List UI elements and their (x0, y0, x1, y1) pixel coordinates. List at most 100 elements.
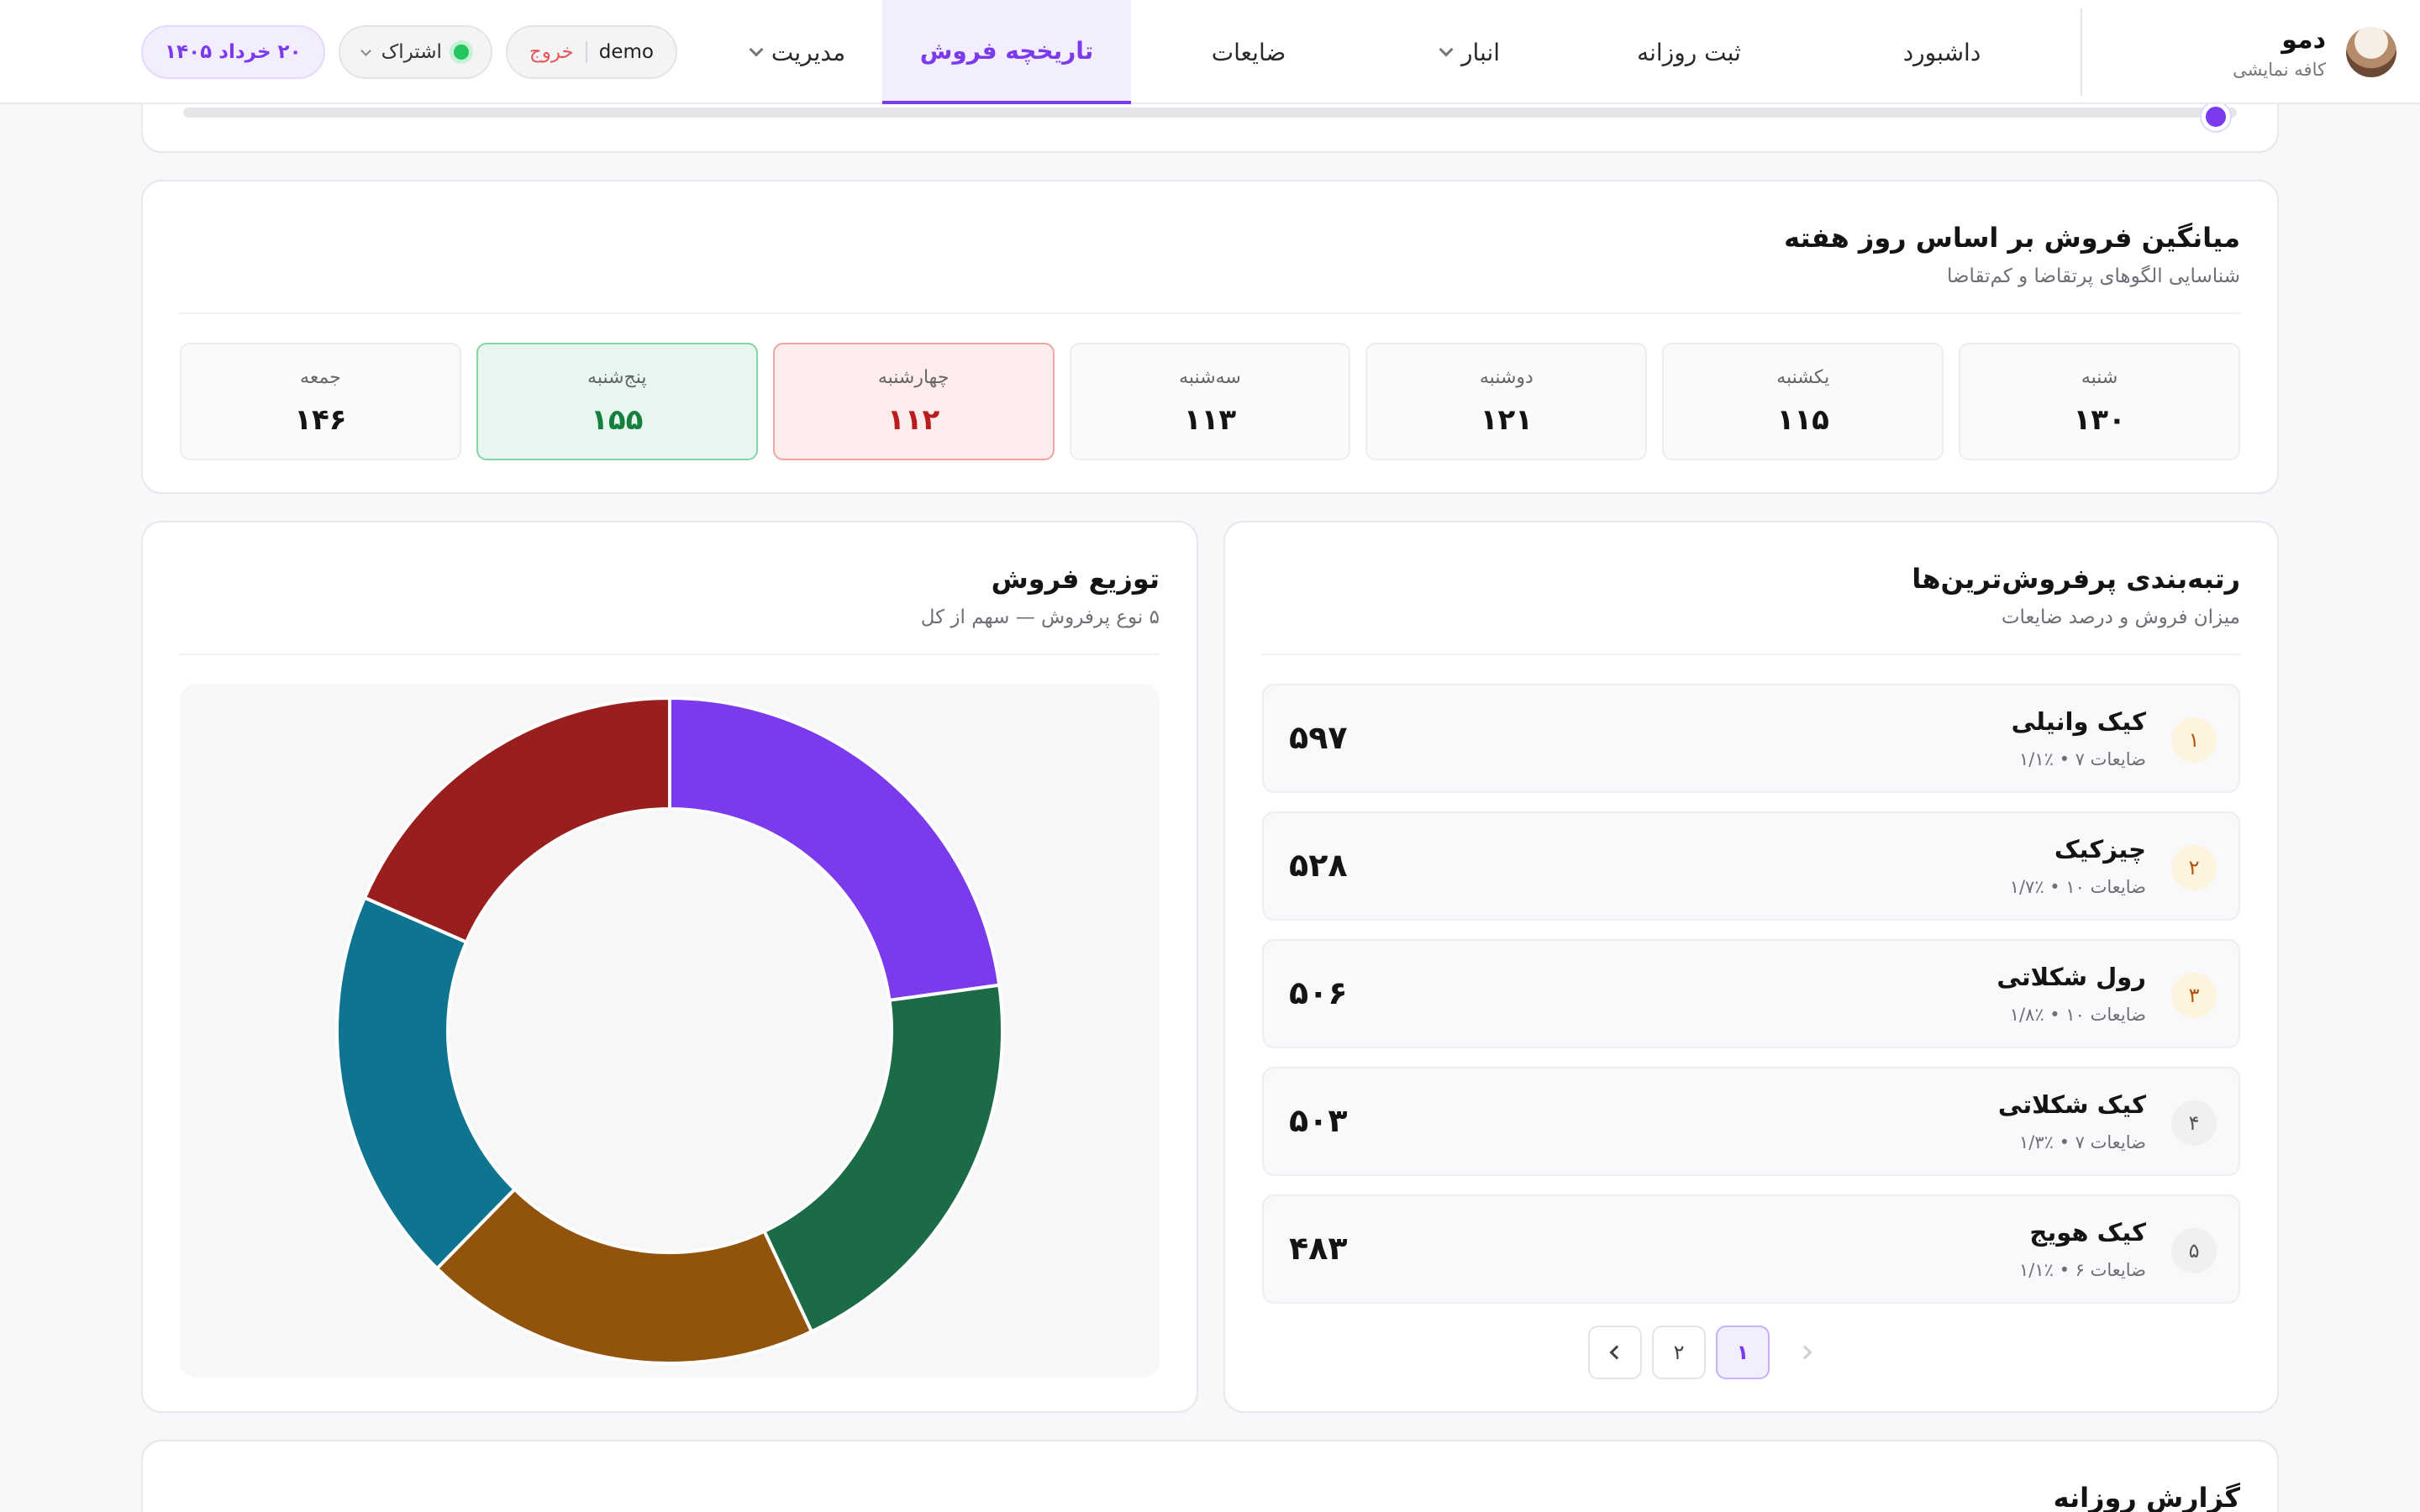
rank-badge: ۱ (2171, 717, 2217, 763)
cafe-logo-avatar (2346, 27, 2396, 77)
product-waste-meta: ضایعات ۷ • ٪۱/۳ (2018, 1132, 2146, 1152)
weekday-average-card: میانگین فروش بر اساس روز هفته شناسایی ال… (141, 180, 2279, 494)
main-nav: داشبورد ثبت روزانه انبار ضایعات تاریخچه … (714, 0, 2081, 104)
chevron-right-icon (1797, 1345, 1812, 1360)
brand[interactable]: دمو کافه نمایشی (2081, 8, 2420, 96)
brand-subtitle: کافه نمایشی (2233, 59, 2326, 80)
nav-item-daily-entry[interactable]: ثبت روزانه (1575, 0, 1803, 104)
daily-report-card: گزارش روزانه (141, 1440, 2279, 1512)
rank-badge: ۵ (2171, 1228, 2217, 1273)
donut-slice-3[interactable] (434, 1186, 814, 1365)
weekday-name: سه‌شنبه (1179, 366, 1241, 388)
product-name: چیزکیک (2054, 835, 2146, 864)
ranking-row[interactable]: ۲ چیزکیک ضایعات ۱۰ • ٪۱/۷ ۵۲۸ (1262, 811, 2240, 921)
card-title: رتبه‌بندی پرفروش‌ترین‌ها (1912, 563, 2240, 595)
weekday-tile: پنج‌شنبه ۱۵۵ (476, 343, 758, 460)
product-name: کیک شکلاتی (1997, 1090, 2146, 1119)
weekday-list: شنبه ۱۳۰ یکشنبه ۱۱۵ دوشنبه ۱۲۱ سه‌شنبه ۱… (179, 343, 2240, 460)
nav-item-management[interactable]: مدیریت (714, 0, 882, 104)
weekday-name: پنج‌شنبه (587, 366, 647, 388)
product-name: کیک وانیلی (2011, 707, 2146, 736)
ranking-row[interactable]: ۳ رول شکلاتی ضایعات ۱۰ • ٪۱/۸ ۵۰۶ (1262, 939, 2240, 1048)
nav-item-dashboard[interactable]: داشبورد (1803, 0, 2081, 104)
nav-item-inventory[interactable]: انبار (1366, 0, 1575, 104)
chevron-down-icon (749, 42, 764, 57)
nav-item-label: ثبت روزانه (1637, 38, 1741, 66)
weekday-value: ۱۳۰ (2073, 402, 2126, 437)
weekday-tile: دوشنبه ۱۲۱ (1365, 343, 1648, 460)
donut-slice-5[interactable] (362, 696, 671, 945)
top-sellers-ranking-card: رتبه‌بندی پرفروش‌ترین‌ها میزان فروش و در… (1223, 521, 2279, 1413)
weekday-name: چهارشنبه (877, 366, 950, 388)
product-sales-value: ۵۰۶ (1289, 974, 1348, 1011)
sales-distribution-card: توزیع فروش ۵ نوع پرفروش — سهم از کل (141, 521, 1198, 1413)
product-sales-value: ۵۹۷ (1289, 719, 1348, 756)
prev-page-button[interactable] (1780, 1326, 1833, 1379)
card-title: میانگین فروش بر اساس روز هفته (1784, 222, 2240, 254)
ranking-row[interactable]: ۵ کیک هویج ضایعات ۶ • ٪۱/۱ ۴۸۳ (1262, 1194, 2240, 1304)
product-name: رول شکلاتی (1996, 963, 2146, 991)
weekday-value: ۱۱۳ (1183, 402, 1237, 437)
weekday-value: ۱۱۲ (887, 402, 940, 437)
weekday-name: شنبه (2081, 366, 2118, 388)
weekday-name: جمعه (300, 366, 341, 388)
weekday-tile: جمعه ۱۴۶ (179, 343, 461, 460)
card-subtitle: ۵ نوع پرفروش — سهم از کل (920, 606, 1160, 628)
ranking-list: ۱ کیک وانیلی ضایعات ۷ • ٪۱/۱ ۵۹۷ ۲ چیزکی… (1262, 684, 2240, 1304)
donut-slice-4[interactable] (335, 895, 518, 1271)
weekday-value: ۱۴۶ (294, 402, 347, 437)
chevron-down-icon (1439, 42, 1454, 57)
weekday-value: ۱۵۵ (591, 402, 644, 437)
brand-name: دمو (2281, 24, 2326, 55)
donut-chart-area (180, 684, 1160, 1378)
subscription-status-dot-icon (453, 45, 469, 60)
chevron-down-icon (360, 45, 371, 56)
weekday-name: دوشنبه (1479, 366, 1534, 388)
subscription-button[interactable]: اشتراک (338, 25, 492, 79)
username: demo (598, 41, 655, 63)
next-page-button[interactable] (1588, 1326, 1642, 1379)
nav-item-label: انبار (1460, 38, 1501, 66)
rank-badge: ۲ (2171, 845, 2217, 890)
product-sales-value: ۵۲۸ (1289, 847, 1348, 884)
product-waste-meta: ضایعات ۱۰ • ٪۱/۷ (2009, 877, 2146, 897)
rank-badge: ۴ (2171, 1100, 2217, 1146)
weekday-value: ۱۱۵ (1776, 402, 1829, 437)
date-badge: ۲۰ خرداد ۱۴۰۵ (141, 25, 325, 79)
weekday-value: ۱۲۱ (1480, 402, 1533, 437)
product-sales-value: ۵۰۳ (1289, 1102, 1348, 1139)
card-title: توزیع فروش (991, 563, 1160, 595)
weekday-name: یکشنبه (1776, 366, 1830, 388)
range-slider-handle[interactable] (2202, 102, 2230, 131)
nav-item-label: مدیریت (771, 38, 846, 66)
top-navigation-bar: دمو کافه نمایشی داشبورد ثبت روزانه انبار… (0, 0, 2420, 104)
weekday-tile: یکشنبه ۱۱۵ (1662, 343, 1944, 460)
ranking-row[interactable]: ۱ کیک وانیلی ضایعات ۷ • ٪۱/۱ ۵۹۷ (1262, 684, 2240, 793)
nav-item-sales-history[interactable]: تاریخچه فروش (882, 0, 1131, 104)
ranking-row[interactable]: ۴ کیک شکلاتی ضایعات ۷ • ٪۱/۳ ۵۰۳ (1262, 1067, 2240, 1176)
weekday-tile: شنبه ۱۳۰ (1959, 343, 2240, 460)
divider (180, 312, 2240, 314)
donut-slice-1[interactable] (668, 696, 1002, 1003)
range-slider-track[interactable] (183, 108, 2237, 118)
page-button-2[interactable]: ۲ (1652, 1326, 1706, 1379)
product-waste-meta: ضایعات ۷ • ٪۱/۱ (2018, 749, 2146, 769)
divider (585, 41, 587, 63)
nav-item-label: ضایعات (1211, 38, 1286, 66)
donut-slice-2[interactable] (761, 983, 1004, 1334)
user-menu: demo خروج (505, 25, 678, 79)
divider (180, 654, 1160, 655)
product-waste-meta: ضایعات ۱۰ • ٪۱/۸ (2009, 1005, 2146, 1025)
product-sales-value: ۴۸۳ (1289, 1230, 1348, 1267)
card-title: گزارش روزانه (2053, 1482, 2240, 1512)
nav-item-waste[interactable]: ضایعات (1131, 0, 1366, 104)
brand-text: دمو کافه نمایشی (2233, 25, 2326, 80)
card-subtitle: میزان فروش و درصد ضایعات (2001, 606, 2240, 628)
subscription-label: اشتراک (381, 41, 442, 63)
weekday-tile: چهارشنبه ۱۱۲ (772, 343, 1055, 460)
weekday-tile: سه‌شنبه ۱۱۳ (1069, 343, 1351, 460)
page-button-1[interactable]: ۱ (1716, 1326, 1770, 1379)
logout-button[interactable]: خروج (529, 41, 574, 63)
product-name: کیک هویج (2029, 1218, 2146, 1247)
nav-item-label: تاریخچه فروش (919, 36, 1094, 65)
